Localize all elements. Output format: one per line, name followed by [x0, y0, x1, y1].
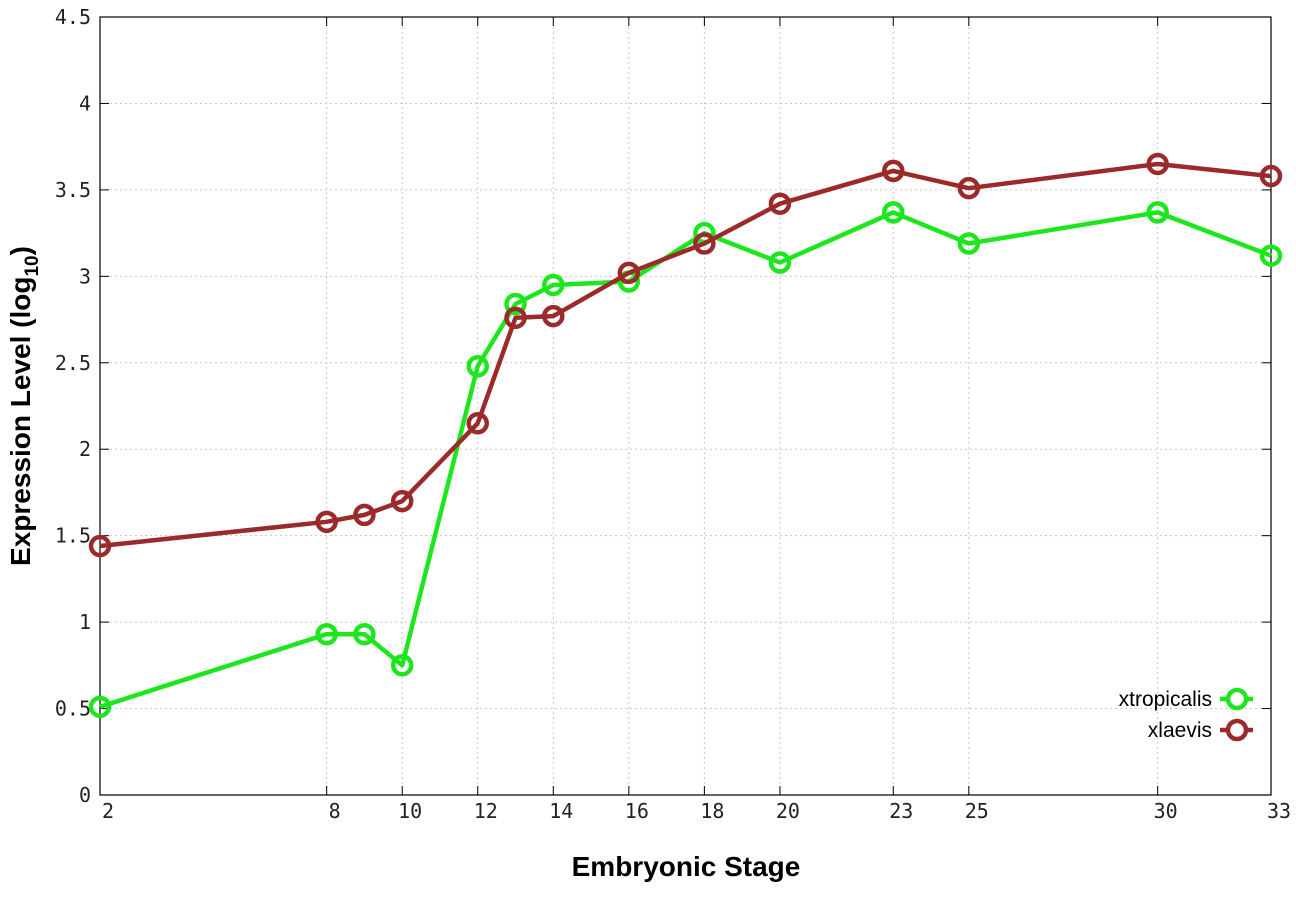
data-point-xlaevis — [693, 232, 716, 255]
data-point-xtropicalis — [768, 251, 792, 274]
x-tick-label: 18 — [700, 799, 724, 823]
data-point-xlaevis — [882, 159, 905, 183]
data-point-xtropicalis — [504, 292, 527, 316]
y-tick-label: 3.5 — [55, 178, 91, 202]
x-tick-label: 33 — [1267, 799, 1291, 823]
y-axis-title-close: ) — [5, 246, 36, 255]
data-point-xtropicalis — [390, 654, 414, 677]
legend-label: xlaevis — [1148, 719, 1212, 742]
plot-frame — [99, 16, 1272, 796]
data-point-xtropicalis — [1259, 244, 1283, 267]
y-tick-label: 0 — [79, 783, 91, 807]
y-tick-label: 1.5 — [55, 524, 91, 548]
series-group — [88, 152, 1283, 719]
x-tick-label: 20 — [776, 799, 800, 823]
data-point-xlaevis — [390, 489, 414, 513]
y-axis-title-main: Expression Level (log — [5, 277, 36, 566]
legend-item-xtropicalis: xtropicalis — [1119, 687, 1253, 711]
data-point-xlaevis — [617, 261, 641, 285]
data-point-xlaevis — [768, 192, 792, 215]
data-point-xlaevis — [315, 510, 338, 534]
x-tick-label: 8 — [329, 799, 341, 823]
data-point-xtropicalis — [542, 273, 565, 297]
data-point-xtropicalis — [353, 622, 376, 646]
data-point-xlaevis — [1146, 152, 1169, 176]
axes: 0 0.5 1 1.5 2 2.5 3 3.5 4 4.5 2 8 10 12 14 16 18 20 23 25 30… — [55, 5, 1291, 823]
data-point-xlaevis — [1259, 164, 1283, 188]
y-tick-label: 3 — [79, 264, 91, 288]
legend-item-xlaevis: xlaevis — [1148, 718, 1253, 742]
data-point-xtropicalis — [466, 354, 489, 378]
x-tick-label: 16 — [625, 799, 649, 823]
data-point-xlaevis — [88, 534, 112, 558]
data-point-xlaevis — [466, 412, 489, 435]
data-point-xlaevis — [504, 306, 527, 330]
grid — [100, 17, 1271, 795]
data-point-xlaevis — [542, 304, 565, 328]
legend-label: xtropicalis — [1119, 688, 1212, 711]
x-tick-label: 14 — [549, 799, 573, 823]
legend: xtropicalis xlaevis — [1119, 687, 1253, 742]
y-axis-title-subscript: 10 — [22, 255, 43, 276]
data-point-xlaevis — [957, 176, 981, 200]
series-line-xtropicalis — [99, 210, 1272, 709]
x-tick-label: 12 — [474, 799, 498, 823]
x-tick-label: 2 — [102, 799, 114, 823]
y-tick-label: 2.5 — [55, 351, 91, 375]
y-tick-label: 1 — [79, 610, 91, 634]
y-tick-label: 2 — [79, 437, 91, 461]
series-line-xlaevis — [99, 161, 1272, 549]
y-tick-label: 0.5 — [55, 697, 91, 721]
y-axis-title: Expression Level (log10) — [5, 246, 43, 566]
x-tick-label: 25 — [965, 799, 989, 823]
y-tick-label: 4.5 — [55, 5, 91, 29]
legend-marker-swatch — [1225, 687, 1249, 711]
legend-marker-swatch — [1225, 718, 1249, 742]
series-xlaevis — [88, 152, 1283, 558]
data-point-xtropicalis — [88, 695, 112, 719]
series-xtropicalis — [88, 201, 1283, 719]
data-point-xlaevis — [353, 503, 376, 527]
x-tick-label: 10 — [398, 799, 422, 823]
x-tick-label: 23 — [889, 799, 913, 823]
data-point-xtropicalis — [957, 232, 981, 255]
y-tick-label: 4 — [79, 91, 91, 115]
x-tick-label: 30 — [1154, 799, 1178, 823]
data-point-xtropicalis — [1146, 201, 1169, 224]
x-axis-title: Embryonic Stage — [572, 851, 801, 882]
data-point-xtropicalis — [315, 622, 338, 646]
data-point-xtropicalis — [882, 201, 905, 224]
